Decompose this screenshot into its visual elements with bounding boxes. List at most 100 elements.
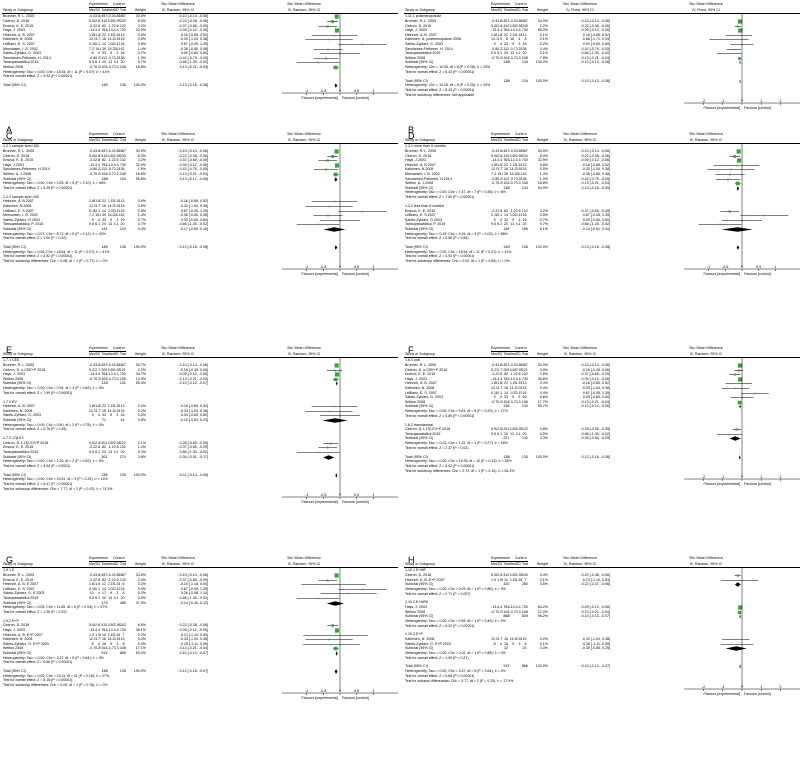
cell-study: Ensrud, K. E. 2015 [3,445,34,450]
cell-weight: 12.0% [537,609,548,614]
cell-mean-exp: -0.46 [89,363,95,367]
table-row: Cintron, D. 2018 5.08 2.67 410 5.69 2.95 243 2.… [404,24,800,29]
cell-mean-exp: -0.84 [89,167,95,172]
cell-sd-exp: 4 [499,395,502,400]
subtotal-row: Total (95% CI) 13856 13521 100.0% -0.12 [-0.… [404,455,800,460]
cell-effect: -0.17 [-0.50, 0.16] [179,226,208,231]
cell-total-ctl: 4670 [521,363,528,367]
cell-mean-ctl: 14.27 [107,37,114,42]
cell-study: Kalleinen, N. 2008 [405,636,435,641]
table-row: Meeuwsen, I. B. 2002 7.2 15.6 39 15.2 26.4 42 1… [2,213,398,218]
header-effect-model: IV, Random, 95% CI [550,561,612,569]
cell-mean-ctl: 14.27 [107,203,114,208]
cell-sd-exp: 2.67 [95,19,102,23]
cell-sd-exp: 2.8 [497,208,503,213]
cell-mean-exp: -2.2 [491,208,498,213]
cell-study: Heinrich, A. B. E 2007 [3,582,39,587]
header-mean-exp: Mean [491,7,498,15]
cell-sd-exp: 15.6 [95,213,102,218]
heterogeneity-text: Heterogeneity: Tau² = 0.00; Chi² = 0.50,… [2,423,398,428]
cell-text: Heterogeneity: Tau² = 0.00; Chi² = 15.11… [3,673,110,678]
cell-effect: -0.13 [-0.21, -0.04] [178,646,208,651]
cell-sd-exp: 0.1 [95,208,101,213]
cell-mean-ctl: -0.703 [509,399,516,404]
cell-weight: 2.2% [137,367,146,372]
cell-sd-ctl: 4.4 [113,372,119,377]
forest-table-H: ExperimentalControl Std. Mean Difference S… [404,556,800,683]
cell-mean-exp: 13.1 [491,37,498,42]
cell-effect: -0.13 [-0.16, -0.09] [580,185,610,190]
cell-sd-ctl: 0.28 [113,55,120,60]
table-row: Savolainen-Peltonen, H. 2014 -0.840.22112… [404,47,800,52]
cell-text: Test for subaroup differences: Chi² = 7.… [3,486,113,491]
cell-study: Tansupswatdikul 2015 [405,431,441,436]
cell-total-exp: 4574 [101,363,108,367]
axis-tick-label: -0.5 [320,493,326,497]
subtotal-row: Subtotal (95% CI) 13864 13402 100.0% -0.10 [… [404,60,800,65]
cell-total-exp: 33 [102,51,106,56]
cell-weight: 0.7% [137,222,146,227]
cell-sd-exp: 0.1 [95,41,101,46]
cell-mean-exp: 12.95 [89,408,95,413]
cell-total-ctl: 13185 [119,381,126,386]
cell-total-ctl: 20 [120,222,125,227]
cell-effect: -0.42 [-0.79, -0.05] [178,167,208,172]
cell-sd-exp: 6.1 [95,449,101,454]
header-control: Control [107,556,126,562]
cell-study: Hays, J. 2003 [405,376,427,381]
cell-sd-ctl: 2.95 [113,440,120,445]
cell-total-ctl: 15 [120,203,125,208]
cell-weight: 100.0% [535,60,548,65]
cell-study: Cintron, D. o-CEE+P 2018 [405,367,448,372]
cell-sd-exp: 0.22 [95,55,102,60]
cell-sd-ctl: 3.91 [515,167,522,172]
axis-tick-label: 2 [779,685,781,689]
cell-total-ctl: 16 [522,217,527,222]
cell-mean-ctl: 13 [510,431,515,436]
cell-study: Ensrud, K. E. 2015 [405,208,436,213]
cell-study: LeBlanc, E. S. 2007 [3,41,35,46]
cell-effect: -0.14 [-0.61, 0.32] [581,226,610,231]
cell-mean-ctl: -0.74 [107,55,114,60]
cell-sd-exp: 4.4 [95,28,101,33]
cell-total-ctl: 243 [521,573,528,577]
cell-effect: 0.67 [-0.05, 1.39] [582,213,610,218]
axis-label-left: Favours [experimental] [703,106,740,110]
subgroup-header: 1.11.1 postmenopause [404,14,800,19]
cell-sd-ctl: 1.51 [113,582,120,587]
cell-total-ctl: 8394 [521,614,528,619]
cell-effect: -0.09 [-0.12, -0.06] [580,376,610,381]
cell-sd-ctl: 26.4 [113,213,120,218]
axis-label-right: Favours [control] [342,272,369,276]
table-row: Kalleinen, N. 2008 12.953.771614.273.9115… [2,637,398,642]
cell-mean-exp: -0.74 [491,181,497,186]
cell-study: Saletu-Zyhlarz, G.2003 [3,217,40,222]
header-sd-exp: SD [95,7,102,15]
cell-total-ctl: 13379 [521,404,528,409]
cell-mean-ctl: 14.27 [509,167,516,172]
cell-total-exp: 33 [102,217,106,222]
cell-sd-ctl: 4.4 [515,158,521,163]
cell-total-exp: 13856 [101,669,108,674]
cell-effect: -0.14 [-0.40, 0.12] [179,600,208,605]
header-effect-model: IV, Random, 95% CI [148,561,210,569]
cell-sd-exp: 0.22 [95,167,102,172]
cell-study: Subtotal (95% CI) [405,404,434,409]
cell-mean-ctl: -0.07 [107,363,114,367]
cell-total-ctl: 7307 [119,372,126,377]
cell-total-ctl: 13 [522,162,527,167]
cell-total-ctl: 121 [119,367,126,372]
header-total-ctl: Total [521,561,528,569]
panel-letter-E: E [6,345,13,355]
table-row: Hays, J.2003-13.94.47642-13.54.4730732.9… [404,158,800,163]
cell-text: Heterogeneity: Tau² = 0.00; Chi² = 1.30,… [3,459,104,464]
axis-label-left: Favours [experimental] [301,272,338,276]
axis-tick-label: 2 [779,99,781,103]
cell-sd-ctl: 3 [116,641,119,646]
cell-sd-exp: 3.84 [497,149,504,153]
cell-sd-exp: 2.71 [497,367,504,372]
panel-G: ExperimentalControl Std. Mean Difference S… [2,556,398,700]
